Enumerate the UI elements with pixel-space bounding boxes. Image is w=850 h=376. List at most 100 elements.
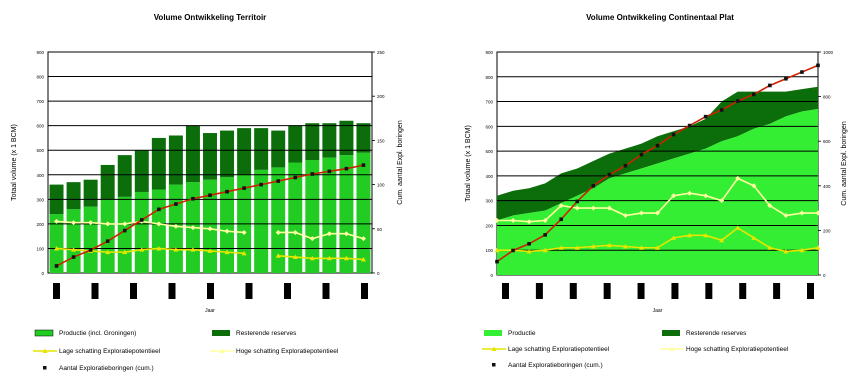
legend-low-estimate: Lage schatting Exploratiepotentieel [482,346,610,353]
high-estimate-point [542,217,548,223]
y-tick-label: 600 [36,124,44,129]
wells-cumulative-point [703,114,708,119]
low-estimate-point [622,244,628,249]
y2-axis-title: Cum. aantal Expl. boringen [397,120,404,205]
legend-label: Resterende reserves [236,330,297,337]
high-estimate-point [224,228,230,234]
wells-cumulative-point [575,199,580,204]
y2-tick-label: 150 [377,138,385,143]
low-estimate-point [207,248,213,253]
wells-cumulative-point [361,163,366,167]
production-bar [134,191,149,273]
wells-cumulative-point [344,166,349,171]
production-bar [151,189,166,273]
high-estimate-point [241,229,247,235]
legend-label: Aantal Exploratieboringen (cum.) [508,362,603,369]
low-estimate-point [590,244,596,249]
high-estimate-point [703,193,709,199]
remaining-reserves-bar [83,179,98,207]
high-estimate-point [526,219,532,225]
wells-cumulative-point [327,169,332,174]
y-tick-label: 700 [36,99,44,104]
wells-cumulative-point [71,255,76,259]
low-estimate-point [638,245,644,250]
legend-label: Hoge schatting Exploratiepotentieel [236,348,339,355]
x-tick-label-marker [53,283,60,299]
y2-tick-label: 250 [377,50,385,55]
x-tick-label-marker [361,283,368,299]
y-tick-label: 900 [485,50,493,55]
y-tick-label: 800 [36,75,44,80]
wells-cumulative-point [527,241,531,246]
low-estimate-point [326,255,332,261]
remaining-reserves-bar [356,123,371,153]
wells-cumulative-point [122,228,127,233]
y2-axis-title: Cum. aantal Expl. boringen [841,121,848,206]
x-tick-label-marker [705,283,713,299]
low-estimate-point [190,247,196,252]
low-estimate-point [526,248,532,254]
legend-production: Productie [484,330,536,337]
legend-marker [219,348,225,353]
wells-cumulative-point [139,218,144,222]
high-estimate-point [275,229,281,235]
production-bar [339,155,354,273]
legend-marker [669,346,675,351]
y-tick-label: 700 [485,100,493,105]
low-estimate-point [558,245,564,250]
remaining-reserves-bar [203,133,217,180]
production-bar [356,152,371,273]
x-tick-label-marker [807,283,814,299]
y2-tick-label: 400 [823,184,831,189]
legend-swatch [43,366,47,370]
y2-tick-label: 100 [377,183,385,188]
x-axis-title: Jaar [653,308,663,314]
wells-cumulative-point [511,248,515,253]
production-area [497,108,818,275]
high-estimate-point [105,221,111,227]
wells-cumulative-point [655,143,660,148]
production-bar [100,199,115,273]
y2-tick-label: 0 [823,273,826,278]
x-tick-label-marker [322,283,330,299]
wells-cumulative-point [543,233,547,237]
production-bar [117,196,132,273]
y-axis-title: Totaal volume (x 1 BCM) [465,125,472,202]
high-estimate-point [360,236,366,242]
low-estimate-point [105,249,111,255]
legend-production: Productie (incl. Groningen) [34,329,136,337]
wells-cumulative-point [157,207,161,212]
remaining-reserves-bar [339,120,354,156]
high-estimate-point [558,203,564,209]
y-tick-label: 300 [485,199,493,204]
y-tick-label: 300 [36,197,44,202]
production-bar [220,177,235,273]
remaining-reserves-bar [237,128,252,175]
y-tick-label: 800 [485,75,493,80]
wells-cumulative-point [495,259,499,264]
high-estimate-point [510,217,516,223]
high-estimate-point [207,226,213,232]
high-estimate-point [687,190,693,196]
wells-cumulative-point [276,179,281,183]
legend-label: Resterende reserves [686,330,747,337]
legend-label: Aantal Exploratieboringen (cum.) [59,365,154,372]
remaining-reserves-bar [220,130,235,178]
remaining-reserves-bar [151,137,166,190]
x-tick-label-marker [739,283,747,299]
legend-label: Lage schatting Exploratiepotentieel [508,346,610,353]
remaining-reserves-bar [271,130,286,168]
x-tick-label-marker [91,283,99,299]
y2-tick-label: 200 [823,228,831,233]
high-estimate-point [88,220,94,226]
low-estimate-point [655,245,660,250]
chart-title: Volume Ontwikkeling Territoir [154,13,267,22]
y-tick-label: 100 [485,248,493,253]
wells-cumulative-point [310,172,315,176]
wells-cumulative-point [208,193,212,198]
production-bar [49,214,64,273]
remaining-reserves-area [497,86,818,221]
low-estimate-point [139,247,145,252]
wells-cumulative-point [752,92,756,97]
x-tick-label-marker [245,283,253,299]
